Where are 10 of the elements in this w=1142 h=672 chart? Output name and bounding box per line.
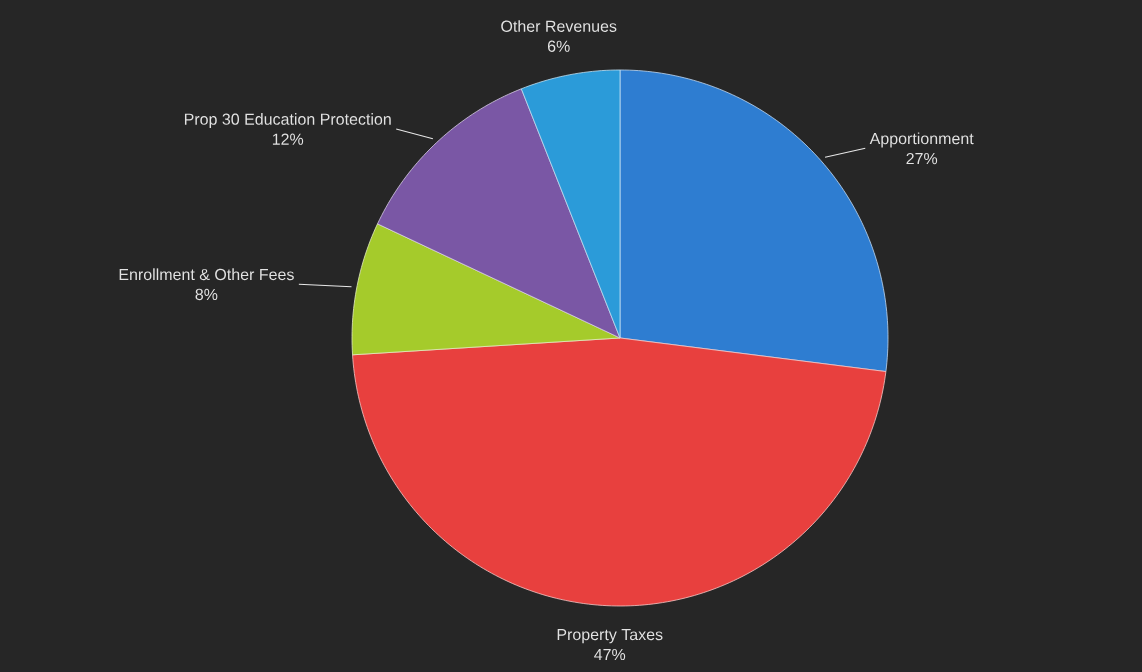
slice-label: Enrollment & Other Fees	[119, 268, 294, 281]
data-label: 27%	[906, 152, 938, 165]
slice-label: Apportionment	[869, 132, 974, 148]
slice-label: Property Taxes	[557, 629, 663, 644]
data-label: 12%	[272, 133, 304, 145]
data-label: 8%	[195, 288, 218, 301]
data-label: 6%	[547, 40, 570, 52]
slice-label: Other Revenues	[501, 20, 617, 32]
slice-label: Prop 30 Education Protection	[184, 113, 391, 129]
data-label: 47%	[594, 648, 626, 661]
